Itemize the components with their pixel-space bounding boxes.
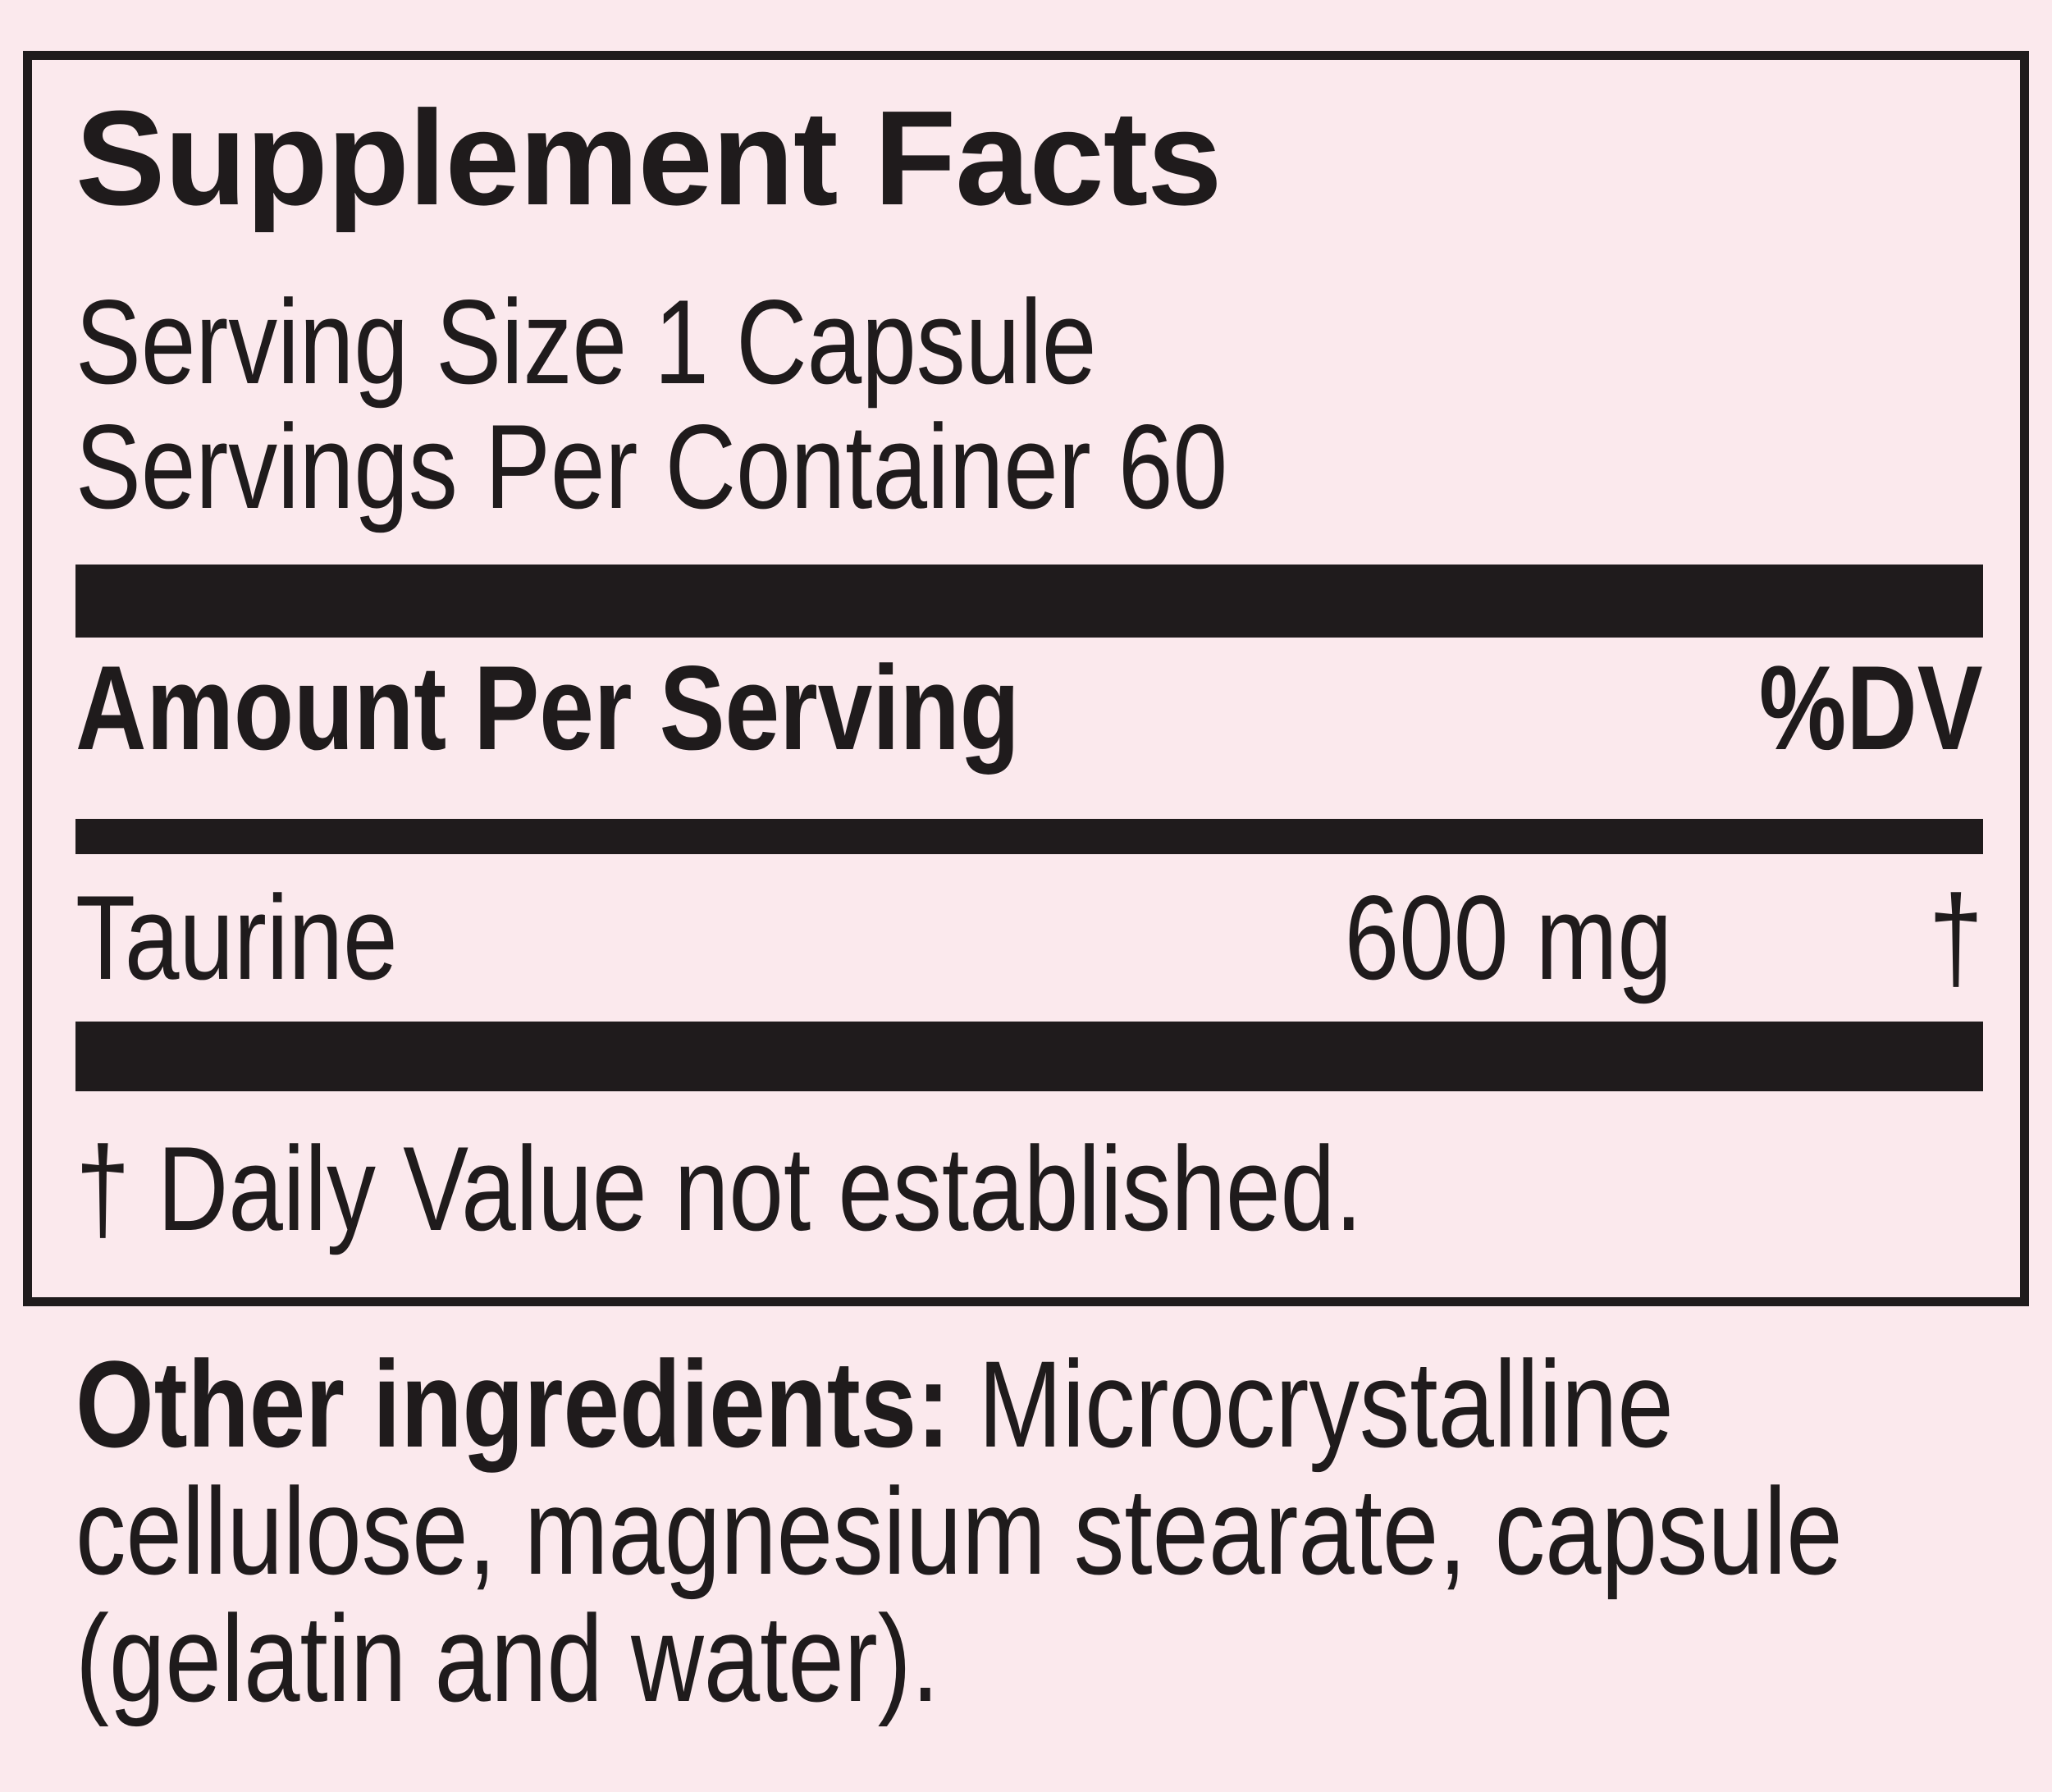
divider-thin [75, 819, 1983, 854]
column-header-row: Amount Per Serving %DV [75, 646, 1983, 770]
ingredient-amount: 600 mg [1344, 871, 1672, 1004]
ingredient-name: Taurine [75, 871, 398, 1004]
dv-header: %DV [1759, 641, 1983, 775]
divider-thick-bottom [75, 1022, 1983, 1091]
supplement-facts-box: Supplement Facts Serving Size 1 Capsule … [23, 51, 2029, 1306]
divider-thick-top [75, 565, 1983, 638]
servings-per-container-line: Servings Per Container 60 [75, 405, 1983, 529]
serving-info: Serving Size 1 Capsule Servings Per Cont… [75, 280, 1983, 529]
ingredient-dv-dagger: † [1928, 871, 1983, 1004]
other-ingredients-line2: cellulose, magnesium stearate, capsule [75, 1462, 1843, 1600]
servings-per-container-text: Servings Per Container 60 [75, 400, 1228, 533]
other-ingredients: Other ingredients: Microcrystalline cell… [75, 1341, 2052, 1722]
serving-size-text: Serving Size 1 Capsule [75, 275, 1097, 409]
other-ingredients-line1-rest: Microcrystalline [950, 1335, 1674, 1473]
serving-size-line: Serving Size 1 Capsule [75, 280, 1983, 405]
ingredient-name-wrap: Taurine [75, 875, 1273, 1000]
daily-value-footnote: † Daily Value not established. [75, 1122, 1363, 1255]
footnote-line: † Daily Value not established. [75, 1127, 1983, 1251]
panel-title: Supplement Facts [75, 83, 1223, 233]
other-ingredients-line1: Other ingredients: Microcrystalline [75, 1341, 1843, 1468]
other-ingredients-label: Other ingredients: [75, 1335, 951, 1473]
ingredient-row: Taurine 600 mg † [75, 875, 1983, 1000]
amount-per-serving-header-wrap: Amount Per Serving [75, 646, 1710, 770]
amount-per-serving-header: Amount Per Serving [75, 641, 1020, 775]
other-ingredients-line3: (gelatin and water). [75, 1589, 939, 1727]
